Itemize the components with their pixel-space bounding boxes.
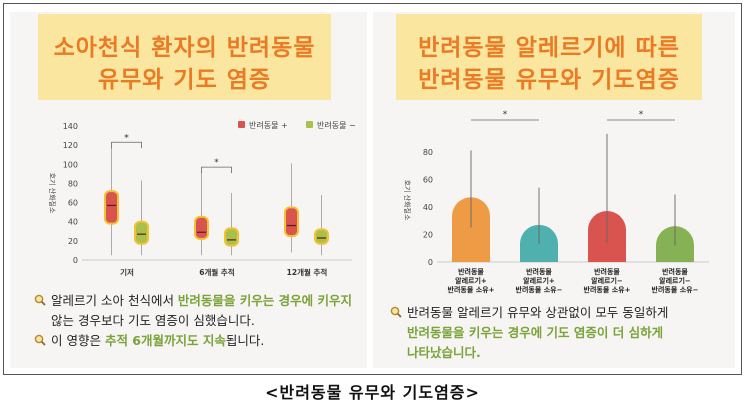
x-tick-label: 반려동물 bbox=[458, 267, 484, 276]
x-tick-label: 반려동물 bbox=[662, 267, 688, 276]
x-tick-label: 반려동물 소유− bbox=[516, 285, 563, 294]
significance-label: * bbox=[124, 133, 129, 143]
left-title-line2: 유무와 기도 염증 bbox=[97, 67, 272, 93]
y-tick-label: 0 bbox=[428, 258, 433, 267]
box-plot-chart: 호기 산화질소 0 20 40 60 80 100 120 140 반려동물 + 반려동물 − 기저 6… bbox=[48, 120, 356, 277]
legend-swatch bbox=[306, 121, 313, 128]
note-line: 이 영향은 추적 6개월까지도 지속됩니다. bbox=[34, 331, 359, 351]
note-line: 반려동물을 키우는 경우에 기도 염증이 더 심하게 bbox=[390, 323, 725, 343]
significance-bracket bbox=[111, 141, 142, 149]
x-tick-label: 반려동물 소유+ bbox=[448, 285, 495, 294]
y-axis-label: 호기 산화질소 bbox=[48, 173, 57, 214]
legend-label: 반려동물 + bbox=[249, 120, 288, 130]
note-highlight: 나타났습니다. bbox=[407, 345, 481, 360]
box bbox=[134, 220, 149, 245]
left-title-line1: 소아천식 환자의 반려동물 bbox=[53, 35, 316, 61]
x-tick-label: 반려동물 소유− bbox=[652, 285, 699, 294]
y-tick-label: 40 bbox=[423, 203, 433, 212]
figure-caption: <반려동물 유무와 기도염증> bbox=[265, 383, 480, 402]
y-tick-label: 20 bbox=[423, 230, 433, 239]
box bbox=[224, 227, 239, 247]
y-tick-label: 0 bbox=[73, 256, 78, 265]
note-text: 알레르기 소아 천식에서 bbox=[51, 293, 178, 308]
right-title-banner: 반려동물 알레르기에 따른 반려동물 유무와 기도염증 bbox=[396, 14, 702, 100]
box bbox=[284, 206, 299, 238]
x-tick-label: 6개월 추적 bbox=[199, 267, 235, 277]
significance-label: * bbox=[214, 158, 219, 168]
note-line: 않는 경우보다 기도 염증이 심했습니다. bbox=[34, 311, 359, 331]
x-tick-label: 12개월 추적 bbox=[287, 267, 328, 277]
magnifier-icon bbox=[390, 306, 402, 318]
note-line: 반려동물 알레르기 유무와 상관없이 모두 동일하게 bbox=[390, 303, 725, 323]
note-line: 알레르기 소아 천식에서 반려동물을 키우는 경우에 키우지 bbox=[34, 291, 359, 311]
significance-label: * bbox=[639, 110, 644, 120]
y-tick-label: 40 bbox=[68, 218, 78, 227]
note-highlight: 반려동물을 키우는 경우에 키우지 bbox=[177, 293, 352, 308]
x-tick-label: 알레르기+ bbox=[523, 276, 555, 285]
x-tick-label: 알레르기+ bbox=[455, 276, 487, 285]
legend-label: 반려동물 − bbox=[317, 120, 356, 130]
y-tick-label: 60 bbox=[423, 175, 433, 184]
right-title-line1: 반려동물 알레르기에 따른 bbox=[418, 35, 680, 61]
y-tick-label: 80 bbox=[68, 179, 78, 188]
box bbox=[314, 228, 329, 245]
y-tick-label: 120 bbox=[63, 141, 78, 150]
left-title-banner: 소아천식 환자의 반려동물 유무와 기도 염증 bbox=[38, 14, 331, 100]
y-tick-label: 140 bbox=[63, 122, 78, 131]
x-tick-label: 반려동물 bbox=[526, 267, 552, 276]
note-text: 됩니다. bbox=[225, 333, 265, 348]
y-tick-label: 60 bbox=[68, 199, 78, 208]
x-tick-label: 반려동물 bbox=[594, 267, 620, 276]
bar bbox=[452, 197, 490, 262]
legend-swatch bbox=[238, 121, 245, 128]
magnifier-icon bbox=[34, 334, 46, 346]
note-highlight: 추적 6개월까지도 지속 bbox=[104, 333, 226, 348]
note-text: 않는 경우보다 기도 염증이 심했습니다. bbox=[51, 313, 255, 328]
box bbox=[194, 215, 209, 240]
x-tick-label: 반려동물 소유+ bbox=[584, 285, 631, 294]
y-tick-label: 100 bbox=[63, 160, 78, 169]
magnifier-icon bbox=[34, 294, 46, 306]
significance-bracket bbox=[201, 166, 232, 174]
note-text: 반려동물 알레르기 유무와 상관없이 모두 동일하게 bbox=[407, 305, 669, 320]
note-text: 이 영향은 bbox=[51, 333, 105, 348]
x-tick-label: 알레르기− bbox=[659, 276, 691, 285]
note-line: 나타났습니다. bbox=[390, 343, 725, 363]
y-tick-label: 20 bbox=[68, 237, 78, 246]
y-axis-label: 호기 산화질소 bbox=[403, 180, 412, 221]
x-tick-label: 기저 bbox=[120, 267, 134, 277]
note-highlight: 반려동물을 키우는 경우에 기도 염증이 더 심하게 bbox=[407, 325, 664, 340]
x-tick-label: 알레르기− bbox=[591, 276, 623, 285]
significance-label: * bbox=[503, 110, 508, 120]
y-tick-label: 80 bbox=[423, 148, 433, 157]
box bbox=[104, 190, 119, 225]
right-title-line2: 반려동물 유무와 기도염증 bbox=[418, 67, 680, 93]
